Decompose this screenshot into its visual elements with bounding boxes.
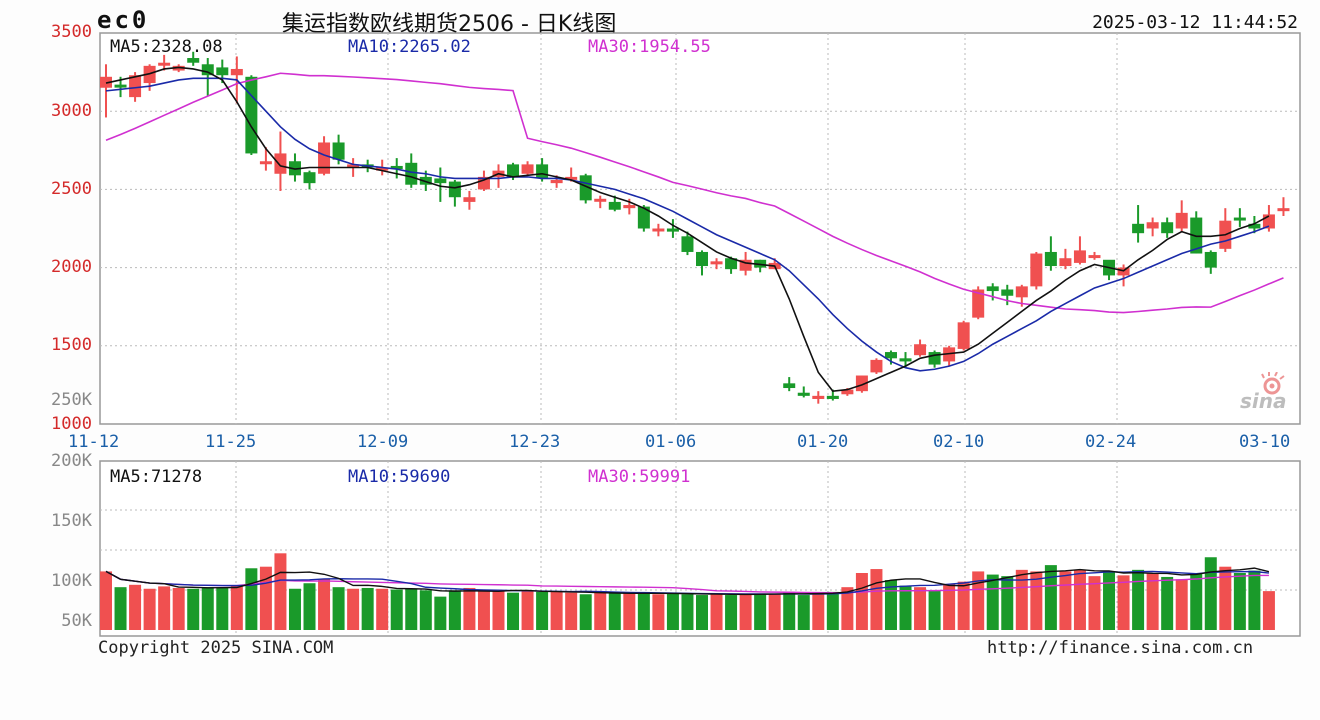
vol-tick-100k: 100K	[51, 571, 92, 591]
sina-logo-icon: sina	[1240, 372, 1302, 412]
x-tick: 11-25	[205, 432, 257, 452]
price-ma5-legend: MA5:2328.08	[110, 37, 223, 57]
y-tick-3500: 3500	[51, 22, 92, 42]
x-tick: 02-24	[1085, 432, 1137, 452]
y-tick-1000: 1000	[51, 414, 92, 434]
x-tick: 11-12	[68, 432, 120, 452]
y-tick-2500: 2500	[51, 179, 92, 199]
contract-code: ec0	[97, 6, 150, 34]
vol-tick-150k: 150K	[51, 511, 92, 531]
copyright: Copyright 2025 SINA.COM	[98, 638, 334, 658]
y-tick-3000: 3000	[51, 101, 92, 121]
vol-tick-200k: 200K	[51, 451, 92, 471]
x-tick: 03-10	[1239, 432, 1291, 452]
vol-ma30-legend: MA30:59991	[588, 467, 691, 487]
y-tick-2000: 2000	[51, 257, 92, 277]
vol-ma10-legend: MA10:59690	[348, 467, 451, 487]
x-tick: 12-09	[357, 432, 409, 452]
x-tick: 02-10	[933, 432, 985, 452]
x-tick: 12-23	[509, 432, 561, 452]
vol-ma5-legend: MA5:71278	[110, 467, 203, 487]
x-tick: 01-20	[797, 432, 849, 452]
vol-tick-50k: 50K	[61, 611, 92, 631]
price-ma30-legend: MA30:1954.55	[588, 37, 711, 57]
svg-text:sina: sina	[1240, 389, 1287, 412]
price-ma10-legend: MA10:2265.02	[348, 37, 471, 57]
x-tick: 01-06	[645, 432, 697, 452]
y-tick-250k: 250K	[51, 390, 92, 410]
source-link[interactable]: http://finance.sina.com.cn	[987, 638, 1254, 658]
y-tick-1500: 1500	[51, 335, 92, 355]
timestamp: 2025-03-12 11:44:52	[1092, 12, 1298, 33]
